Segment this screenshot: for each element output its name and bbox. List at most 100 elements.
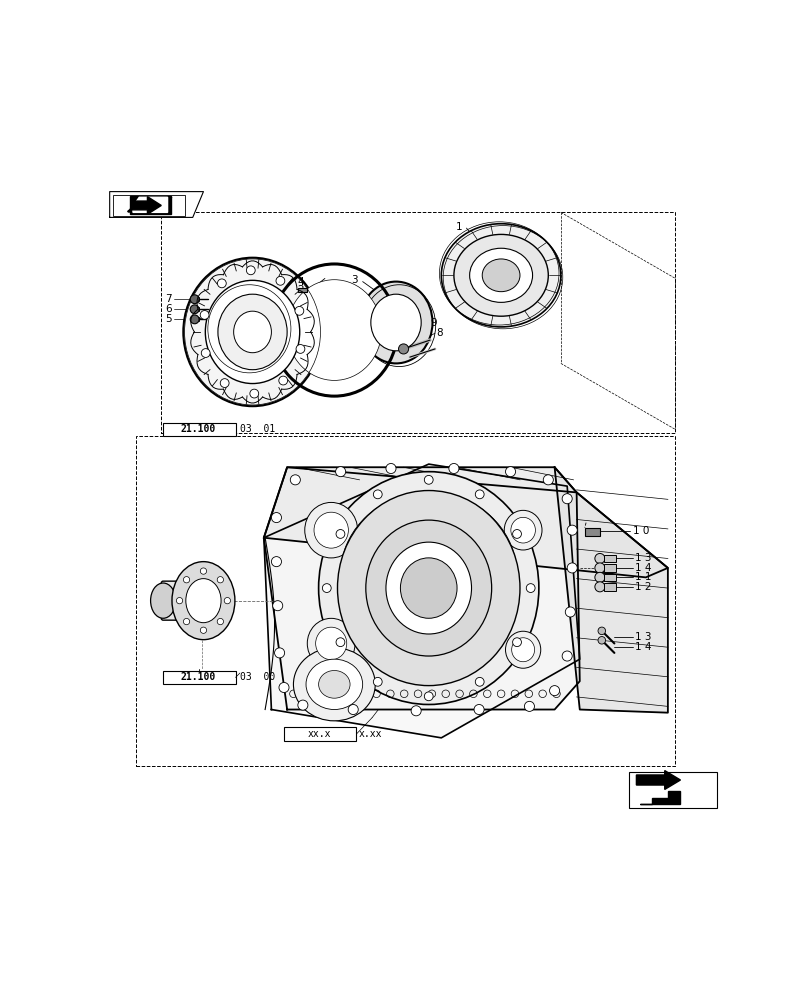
Circle shape <box>217 279 226 288</box>
Ellipse shape <box>234 311 271 353</box>
Ellipse shape <box>400 558 457 618</box>
Polygon shape <box>109 192 204 217</box>
Ellipse shape <box>318 472 539 704</box>
Circle shape <box>561 651 572 661</box>
Ellipse shape <box>306 659 363 710</box>
Bar <box>161 212 675 433</box>
FancyBboxPatch shape <box>161 581 204 620</box>
Circle shape <box>217 577 223 583</box>
Circle shape <box>385 463 396 474</box>
Text: 03  00: 03 00 <box>240 672 275 682</box>
Circle shape <box>290 475 300 485</box>
Text: 6: 6 <box>165 304 172 314</box>
Ellipse shape <box>318 671 350 698</box>
Circle shape <box>200 311 208 319</box>
Circle shape <box>183 618 190 625</box>
Circle shape <box>398 344 408 354</box>
Ellipse shape <box>315 627 346 660</box>
Polygon shape <box>133 197 167 212</box>
Circle shape <box>549 686 559 696</box>
Bar <box>136 436 675 766</box>
Ellipse shape <box>293 648 375 721</box>
Ellipse shape <box>441 224 560 327</box>
Bar <box>163 671 235 684</box>
Circle shape <box>597 637 605 644</box>
Ellipse shape <box>482 259 519 292</box>
Ellipse shape <box>453 234 547 316</box>
Text: 5: 5 <box>165 314 172 324</box>
Circle shape <box>526 584 534 592</box>
Circle shape <box>298 700 307 710</box>
Circle shape <box>524 701 534 711</box>
Ellipse shape <box>359 282 432 363</box>
Bar <box>163 423 235 436</box>
Text: 1 0: 1 0 <box>633 526 649 536</box>
Circle shape <box>564 607 575 617</box>
Circle shape <box>279 682 289 693</box>
Circle shape <box>474 677 483 686</box>
Circle shape <box>271 513 281 523</box>
Circle shape <box>424 475 432 484</box>
Ellipse shape <box>287 280 381 380</box>
Circle shape <box>512 530 521 538</box>
Circle shape <box>200 627 206 633</box>
Polygon shape <box>264 464 579 738</box>
Polygon shape <box>264 467 579 710</box>
Polygon shape <box>636 771 680 789</box>
Circle shape <box>190 315 199 324</box>
Circle shape <box>373 677 382 686</box>
Circle shape <box>176 598 182 604</box>
Text: xx.x: xx.x <box>307 729 331 739</box>
Ellipse shape <box>150 583 175 618</box>
Text: 7: 7 <box>165 294 172 304</box>
Circle shape <box>474 490 483 499</box>
Circle shape <box>246 266 255 275</box>
Text: 8: 8 <box>436 328 442 338</box>
Circle shape <box>190 295 199 304</box>
Polygon shape <box>264 467 667 577</box>
Circle shape <box>448 463 458 474</box>
Ellipse shape <box>371 294 421 351</box>
Bar <box>284 727 356 741</box>
Circle shape <box>217 618 223 625</box>
Text: 2: 2 <box>297 285 304 295</box>
Circle shape <box>274 648 285 658</box>
Text: 1 2: 1 2 <box>634 582 651 592</box>
Bar <box>628 772 716 808</box>
Ellipse shape <box>510 517 534 543</box>
Bar <box>298 288 307 292</box>
Ellipse shape <box>307 618 354 669</box>
Circle shape <box>190 305 199 314</box>
Circle shape <box>594 563 604 573</box>
Text: 21.100: 21.100 <box>180 672 215 682</box>
Circle shape <box>250 389 259 398</box>
Text: 1 3: 1 3 <box>634 632 651 642</box>
Circle shape <box>594 553 604 564</box>
Polygon shape <box>130 196 170 214</box>
Circle shape <box>294 306 303 315</box>
Bar <box>603 555 616 562</box>
Circle shape <box>410 706 421 716</box>
Polygon shape <box>131 197 161 214</box>
Bar <box>603 583 616 591</box>
Ellipse shape <box>337 491 519 686</box>
Bar <box>603 564 616 572</box>
Bar <box>113 195 185 216</box>
Circle shape <box>566 525 577 535</box>
Ellipse shape <box>385 542 471 634</box>
Circle shape <box>220 379 229 387</box>
Circle shape <box>336 638 345 647</box>
Circle shape <box>561 494 572 504</box>
Circle shape <box>322 584 331 592</box>
Circle shape <box>348 704 358 715</box>
Circle shape <box>373 490 382 499</box>
Ellipse shape <box>505 631 540 668</box>
Bar <box>603 574 616 581</box>
Circle shape <box>201 349 210 357</box>
Circle shape <box>336 530 345 538</box>
Circle shape <box>272 601 282 611</box>
Text: 9: 9 <box>430 318 436 328</box>
Text: 1 4: 1 4 <box>634 563 651 573</box>
Circle shape <box>543 475 552 485</box>
Ellipse shape <box>172 562 234 640</box>
